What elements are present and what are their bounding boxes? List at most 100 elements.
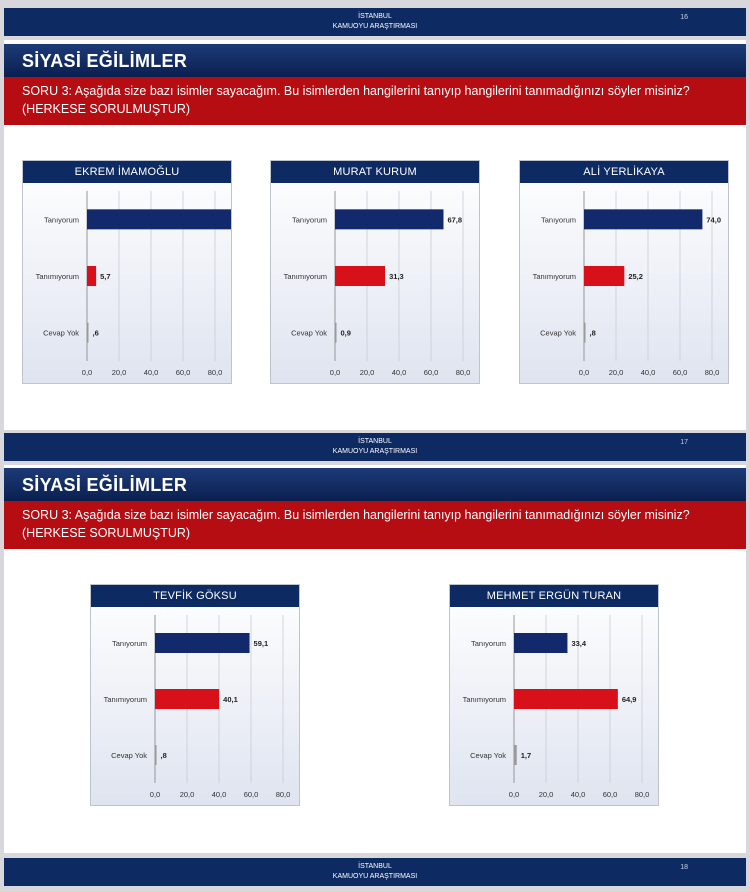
data-label: 59,1 xyxy=(254,639,269,648)
chart-kurum: MURAT KURUM 0,0 20,0 40,0 60,0 80,0 Tanıyorum… xyxy=(270,160,480,384)
tick-label: 20,0 xyxy=(112,368,127,377)
category-label: Tanıyorum xyxy=(44,215,79,224)
chart-plot: 0,0 20,0 40,0 60,0 80,0 Tanıyorum 67,8 Tanımıyo… xyxy=(284,191,471,377)
tick-label: 80,0 xyxy=(635,790,650,799)
slide-2: SİYASİ EĞİLİMLER SORU 3: Aşağıda size ba… xyxy=(4,465,746,853)
footer-city: İSTANBUL xyxy=(358,863,392,870)
data-label: 1,7 xyxy=(521,751,531,760)
tick-label: 80,0 xyxy=(276,790,291,799)
chart-imamoglu: EKREM İMAMOĞLU 0,020,040,060,080,0100,0T… xyxy=(22,160,232,384)
tick-label: 0,0 xyxy=(150,790,160,799)
data-label: 33,4 xyxy=(571,639,586,648)
tick-label: 60,0 xyxy=(603,790,618,799)
tick-label: 0,0 xyxy=(330,368,340,377)
data-label: 64,9 xyxy=(622,695,637,704)
chart-plot: 0,0 20,0 40,0 60,0 80,0 Tanıyorum 59,1 Tanımıyo… xyxy=(104,615,291,799)
category-label: Cevap Yok xyxy=(470,751,506,760)
category-label: Tanımıyorum xyxy=(36,272,79,281)
slide-1: SİYASİ EĞİLİMLER SORU 3: Aşağıda size ba… xyxy=(4,40,746,430)
chart-title: MURAT KURUM xyxy=(271,161,479,183)
slide-title: SİYASİ EĞİLİMLER xyxy=(4,44,746,78)
data-label: ,6 xyxy=(93,329,99,338)
chart-title: TEVFİK GÖKSU xyxy=(91,585,299,607)
footer-subtitle: KAMUOYU ARAŞTIRMASI xyxy=(332,873,418,880)
chart-title: MEHMET ERGÜN TURAN xyxy=(450,585,658,607)
bar xyxy=(87,266,97,286)
category-label: Cevap Yok xyxy=(291,329,327,338)
bar xyxy=(584,322,586,343)
chart-plot: 0,020,040,060,080,0100,0Tanıyorum93,7Tan… xyxy=(36,191,231,377)
header-band: İSTANBUL KAMUOYU ARAŞTIRMASI 16 xyxy=(4,8,746,36)
tick-label: 60,0 xyxy=(424,368,439,377)
tick-label: 60,0 xyxy=(244,790,259,799)
question-text: SORU 3: Aşağıda size bazı isimler sayaca… xyxy=(4,77,746,125)
category-label: Tanıyorum xyxy=(471,639,506,648)
tick-label: 60,0 xyxy=(176,368,191,377)
bar xyxy=(155,633,250,653)
data-label: ,8 xyxy=(590,329,596,338)
data-label: 25,2 xyxy=(628,272,643,281)
data-label: 40,1 xyxy=(223,695,238,704)
category-label: Tanımıyorum xyxy=(284,272,327,281)
bar xyxy=(87,209,231,230)
chart-plot: 0,0 20,0 40,0 60,0 80,0 Tanıyorum 33,4 Tanımıyo… xyxy=(463,615,650,799)
tick-label: 60,0 xyxy=(673,368,688,377)
tick-label: 20,0 xyxy=(539,790,554,799)
category-label: Cevap Yok xyxy=(540,329,576,338)
page-number: 16 xyxy=(680,14,688,21)
tick-label: 20,0 xyxy=(180,790,195,799)
bar xyxy=(335,209,444,230)
tick-label: 80,0 xyxy=(208,368,223,377)
divider-subtitle: KAMUOYU ARAŞTIRMASI xyxy=(332,448,418,455)
tick-label: 40,0 xyxy=(571,790,586,799)
chart-plot: 0,0 20,0 40,0 60,0 80,0 Tanıyorum 74,0 Tanımıyo… xyxy=(533,191,721,377)
chart-goksu: TEVFİK GÖKSU 0,0 20,0 40,0 60,0 80,0 Tanıyoru… xyxy=(90,584,300,806)
page-number: 18 xyxy=(680,864,688,871)
tick-label: 0,0 xyxy=(579,368,589,377)
chart-title: EKREM İMAMOĞLU xyxy=(23,161,231,183)
chart-title: ALİ YERLİKAYA xyxy=(520,161,728,183)
tick-label: 0,0 xyxy=(82,368,92,377)
bar xyxy=(87,322,89,343)
bar xyxy=(514,689,618,709)
tick-label: 20,0 xyxy=(360,368,375,377)
chart-yerlikaya: ALİ YERLİKAYA 0,0 20,0 40,0 60,0 80,0 Tanıyor… xyxy=(519,160,729,384)
question-text: SORU 3: Aşağıda size bazı isimler sayaca… xyxy=(4,501,746,549)
page-number: 17 xyxy=(680,439,688,446)
category-label: Tanımıyorum xyxy=(463,695,506,704)
bar xyxy=(514,633,568,653)
tick-label: 40,0 xyxy=(392,368,407,377)
slide-title: SİYASİ EĞİLİMLER xyxy=(4,468,746,502)
bar xyxy=(514,745,517,765)
tick-label: 80,0 xyxy=(705,368,720,377)
category-label: Tanımıyorum xyxy=(104,695,147,704)
data-label: 0,9 xyxy=(341,329,351,338)
tick-label: 40,0 xyxy=(641,368,656,377)
category-label: Tanıyorum xyxy=(541,215,576,224)
category-label: Tanımıyorum xyxy=(533,272,576,281)
bar xyxy=(155,745,157,765)
footer-band: İSTANBUL KAMUOYU ARAŞTIRMASI 18 xyxy=(4,858,746,886)
category-label: Cevap Yok xyxy=(43,329,79,338)
category-label: Cevap Yok xyxy=(111,751,147,760)
data-label: 67,8 xyxy=(447,215,462,224)
data-label: 74,0 xyxy=(706,215,721,224)
data-label: 31,3 xyxy=(389,272,404,281)
header-subtitle: KAMUOYU ARAŞTIRMASI xyxy=(332,23,418,30)
bar xyxy=(335,322,337,343)
bar xyxy=(335,266,386,286)
category-label: Tanıyorum xyxy=(112,639,147,648)
category-label: Tanıyorum xyxy=(292,215,327,224)
data-label: ,8 xyxy=(161,751,167,760)
header-city: İSTANBUL xyxy=(358,13,392,20)
tick-label: 40,0 xyxy=(212,790,227,799)
tick-label: 20,0 xyxy=(609,368,624,377)
tick-label: 80,0 xyxy=(456,368,471,377)
bar xyxy=(155,689,220,709)
divider-band: İSTANBUL KAMUOYU ARAŞTIRMASI 17 xyxy=(4,433,746,461)
bar xyxy=(584,209,703,230)
bar xyxy=(584,266,625,286)
tick-label: 0,0 xyxy=(509,790,519,799)
divider-city: İSTANBUL xyxy=(358,438,392,445)
tick-label: 40,0 xyxy=(144,368,159,377)
